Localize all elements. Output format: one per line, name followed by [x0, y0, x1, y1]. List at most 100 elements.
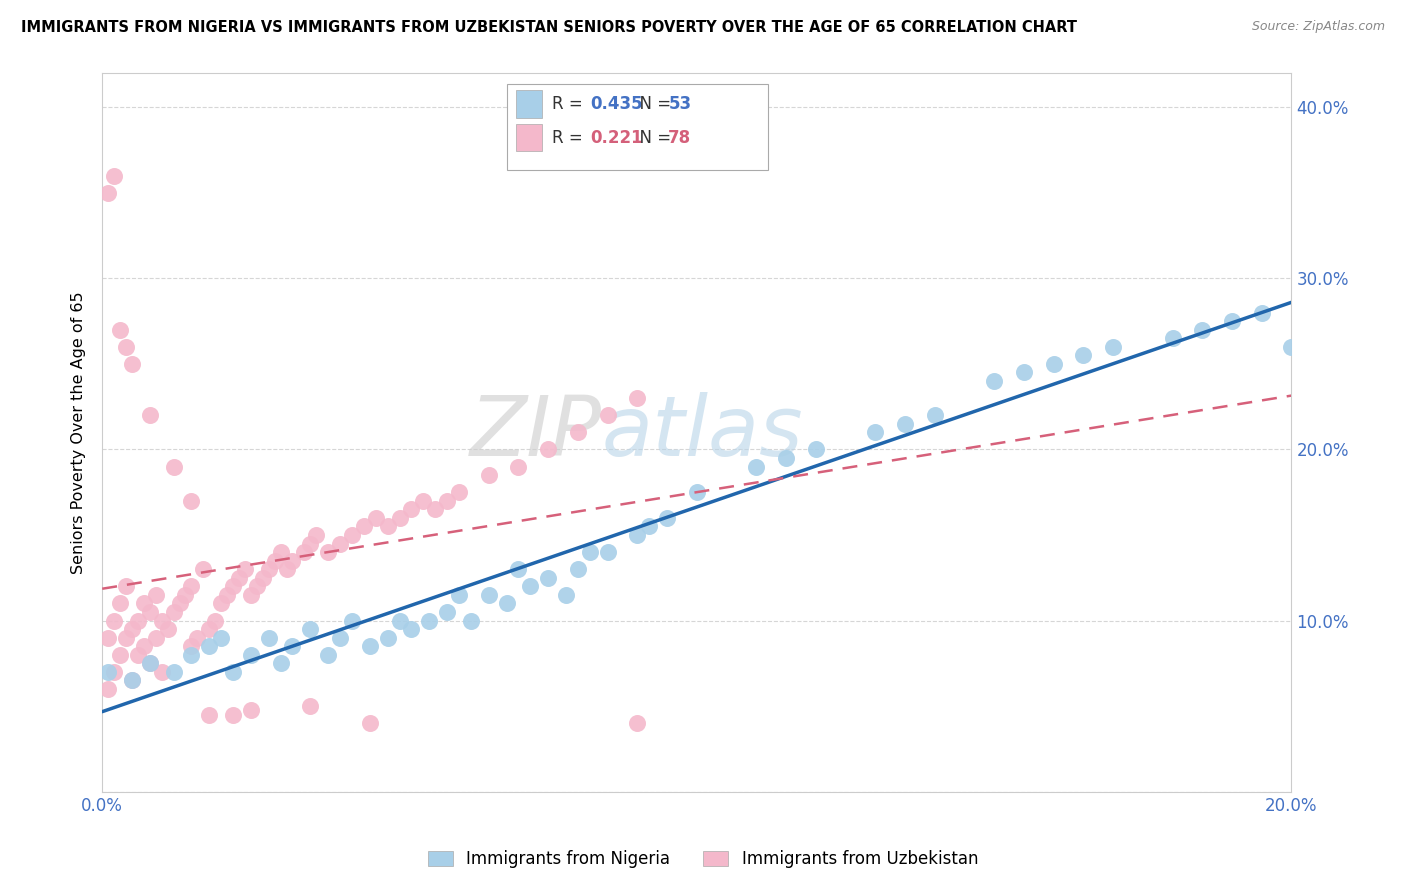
Point — [276, 562, 298, 576]
Point — [156, 622, 179, 636]
Point — [418, 614, 440, 628]
Point — [983, 374, 1005, 388]
Point — [388, 614, 411, 628]
Point — [1042, 357, 1064, 371]
Point — [508, 459, 530, 474]
Point — [555, 588, 578, 602]
Point — [180, 579, 202, 593]
Point — [174, 588, 197, 602]
Point — [745, 459, 768, 474]
Point — [233, 562, 256, 576]
Point — [1281, 340, 1303, 354]
Point — [270, 545, 292, 559]
Point — [169, 597, 191, 611]
Point — [377, 631, 399, 645]
Point — [401, 502, 423, 516]
Point — [132, 597, 155, 611]
FancyBboxPatch shape — [506, 84, 768, 170]
Point — [305, 528, 328, 542]
Point — [1012, 366, 1035, 380]
Point — [537, 442, 560, 457]
Point — [377, 519, 399, 533]
Point — [626, 716, 648, 731]
Point — [626, 528, 648, 542]
Point — [567, 562, 589, 576]
Point — [222, 665, 245, 679]
Point — [626, 391, 648, 405]
Text: N =: N = — [628, 95, 676, 113]
Point — [686, 485, 709, 500]
Point — [257, 562, 280, 576]
Point — [108, 597, 131, 611]
Point — [209, 631, 232, 645]
Point — [145, 588, 167, 602]
Point — [281, 639, 304, 653]
Point — [436, 493, 458, 508]
Point — [198, 707, 221, 722]
Point — [127, 648, 149, 662]
Point — [353, 519, 375, 533]
Point — [359, 716, 381, 731]
Point — [246, 579, 269, 593]
Point — [239, 588, 262, 602]
Point — [447, 588, 470, 602]
Point — [578, 545, 600, 559]
Text: atlas: atlas — [602, 392, 803, 473]
Point — [519, 579, 541, 593]
Point — [150, 614, 173, 628]
Point — [180, 493, 202, 508]
Point — [162, 605, 184, 619]
Point — [364, 511, 387, 525]
Point — [121, 357, 143, 371]
Point — [222, 579, 245, 593]
Text: N =: N = — [628, 128, 676, 146]
Point — [1191, 323, 1213, 337]
Point — [478, 588, 501, 602]
Point — [1220, 314, 1243, 328]
Point — [198, 639, 221, 653]
Point — [257, 631, 280, 645]
Point — [204, 614, 226, 628]
Point — [127, 614, 149, 628]
Point — [316, 545, 339, 559]
Point — [495, 597, 517, 611]
Y-axis label: Seniors Poverty Over the Age of 65: Seniors Poverty Over the Age of 65 — [72, 291, 86, 574]
Point — [115, 340, 138, 354]
Point — [460, 614, 482, 628]
Point — [97, 186, 120, 200]
FancyBboxPatch shape — [516, 124, 543, 152]
Point — [292, 545, 315, 559]
Point — [388, 511, 411, 525]
Legend: Immigrants from Nigeria, Immigrants from Uzbekistan: Immigrants from Nigeria, Immigrants from… — [420, 844, 986, 875]
Point — [103, 169, 125, 183]
Point — [775, 450, 797, 465]
Point — [97, 665, 120, 679]
Point — [139, 657, 162, 671]
Point — [425, 502, 447, 516]
Point — [894, 417, 917, 431]
Point — [228, 571, 250, 585]
Point — [537, 571, 560, 585]
Point — [316, 648, 339, 662]
Point — [638, 519, 661, 533]
Point — [412, 493, 434, 508]
Point — [162, 665, 184, 679]
Point — [139, 409, 162, 423]
Point — [299, 536, 322, 550]
Point — [924, 409, 946, 423]
Point — [217, 588, 239, 602]
Point — [115, 631, 138, 645]
Point — [596, 545, 619, 559]
Point — [340, 528, 363, 542]
Point — [132, 639, 155, 653]
Text: Source: ZipAtlas.com: Source: ZipAtlas.com — [1251, 20, 1385, 33]
Point — [121, 673, 143, 688]
Point — [150, 665, 173, 679]
Point — [209, 597, 232, 611]
Point — [478, 468, 501, 483]
Point — [655, 511, 678, 525]
Point — [270, 657, 292, 671]
Point — [239, 648, 262, 662]
Point — [162, 459, 184, 474]
Text: IMMIGRANTS FROM NIGERIA VS IMMIGRANTS FROM UZBEKISTAN SENIORS POVERTY OVER THE A: IMMIGRANTS FROM NIGERIA VS IMMIGRANTS FR… — [21, 20, 1077, 35]
